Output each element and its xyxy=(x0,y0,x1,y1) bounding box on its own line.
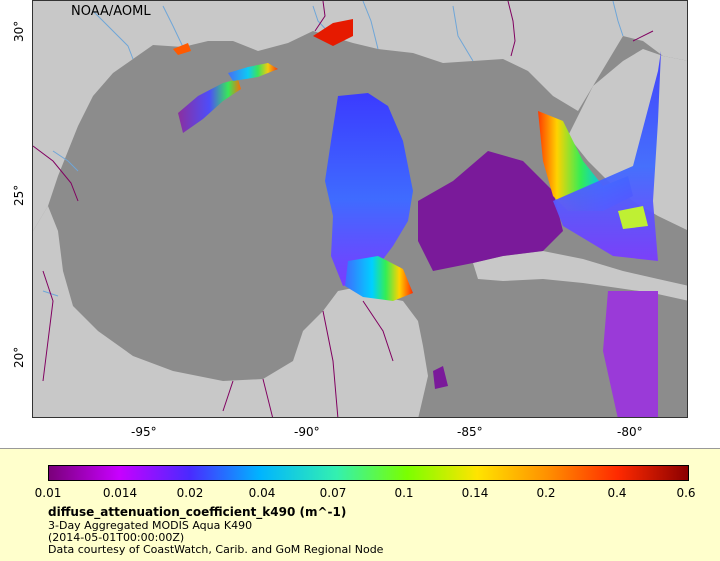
colorbar-tick: 0.02 xyxy=(176,486,204,500)
time-stamp: (2014-05-01T00:00:00Z) xyxy=(48,531,185,544)
colorbar xyxy=(48,465,689,481)
bahamas-land xyxy=(668,196,687,216)
colorbar-tick: 0.04 xyxy=(248,486,276,500)
map-canvas[interactable]: NOAA/AOML xyxy=(32,0,688,418)
us-gulf-coast-land xyxy=(33,1,687,231)
lat-tick-label: 20° xyxy=(12,346,26,368)
lon-tick-label: -80° xyxy=(617,425,643,439)
variable-name: diffuse_attenuation_coefficient_k490 (m^… xyxy=(48,505,347,519)
map-credit: NOAA/AOML xyxy=(71,4,151,19)
lat-tick-label: 30° xyxy=(12,20,26,42)
lat-tick-label: 25° xyxy=(12,184,26,206)
lon-tick-label: -95° xyxy=(131,425,157,439)
colorbar-tick: 0.2 xyxy=(536,486,556,500)
colorbar-tick: 0.07 xyxy=(319,486,347,500)
legend-panel: 0.01 0.014 0.02 0.04 0.07 0.1 0.14 0.2 0… xyxy=(0,448,720,561)
k490-data-swaths xyxy=(173,19,661,417)
mexico-land xyxy=(33,206,428,417)
map-graphic xyxy=(33,1,687,417)
lon-tick-label: -85° xyxy=(457,425,483,439)
colorbar-tick: 0.01 xyxy=(34,486,62,500)
data-courtesy: Data courtesy of CoastWatch, Carib. and … xyxy=(48,543,384,556)
colorbar-tick: 0.4 xyxy=(607,486,627,500)
colorbar-tick: 0.6 xyxy=(676,486,696,500)
colorbar-tick: 0.1 xyxy=(394,486,414,500)
colorbar-tick: 0.014 xyxy=(102,486,138,500)
political-borders xyxy=(33,1,654,417)
dataset-name: 3-Day Aggregated MODIS Aqua K490 xyxy=(48,519,253,532)
colorbar-tick: 0.14 xyxy=(461,486,489,500)
lon-tick-label: -90° xyxy=(294,425,320,439)
cuba-land xyxy=(473,251,687,301)
